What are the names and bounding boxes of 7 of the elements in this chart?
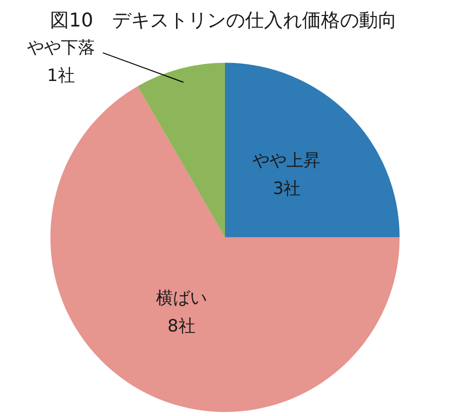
- data-label: 1社: [46, 66, 75, 86]
- slice-label: やや下落: [26, 38, 95, 58]
- slice-label: 横ばい: [156, 288, 207, 308]
- data-label: 3社: [272, 179, 301, 200]
- chart-title: 図10 デキストリンの仕入れ価格の動向: [50, 9, 398, 32]
- data-label: 8社: [167, 316, 196, 336]
- slice-label: やや上昇: [252, 151, 321, 172]
